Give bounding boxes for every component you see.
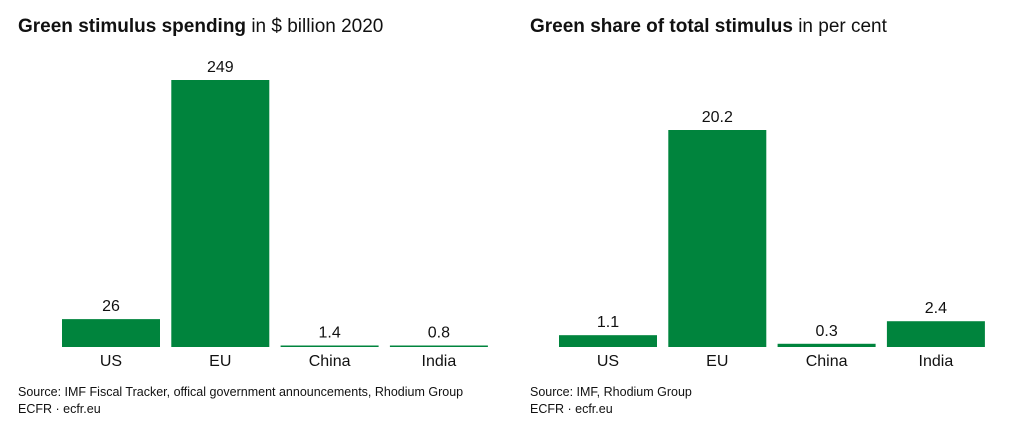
bar-china <box>280 345 379 347</box>
bar-china <box>777 343 876 347</box>
bar-chart-share: 1.1 US 20.2 EU 0.3 China 2.4 India <box>559 109 985 370</box>
credit-text: ECFR · ecfr.eu <box>530 402 613 416</box>
category-label: US <box>100 353 122 370</box>
bar-eu <box>171 80 270 347</box>
bar-chart-spending: 26 US 249 EU 1.4 China 0.8 India <box>62 59 488 370</box>
chart-source: Source: IMF Fiscal Tracker, offical gove… <box>18 384 463 418</box>
category-label: US <box>597 353 619 370</box>
data-label: 249 <box>207 59 234 76</box>
chart-panel-share: Green share of total stimulus in per cen… <box>512 0 1024 432</box>
category-label: China <box>309 353 351 370</box>
data-label: 0.3 <box>815 323 837 340</box>
category-label: India <box>919 353 954 370</box>
bar-us <box>559 335 657 347</box>
bar-india <box>389 345 488 347</box>
data-label: 0.8 <box>428 325 450 342</box>
data-label: 26 <box>102 298 120 315</box>
credit-text: ECFR · ecfr.eu <box>18 402 101 416</box>
chart-subtitle: in per cent <box>798 16 887 37</box>
chart-subtitle: in $ billion 2020 <box>251 16 384 37</box>
data-label: 20.2 <box>702 109 733 126</box>
bar-us <box>62 319 160 347</box>
chart-title: Green stimulus spending in $ billion 202… <box>18 16 383 38</box>
data-label: 1.1 <box>597 314 619 331</box>
chart-title-main: Green share of total stimulus <box>530 16 793 37</box>
data-label: 2.4 <box>925 300 947 317</box>
chart-source: Source: IMF, Rhodium Group ECFR · ecfr.e… <box>530 384 692 418</box>
chart-title-main: Green stimulus spending <box>18 16 247 37</box>
source-text: Source: IMF, Rhodium Group <box>530 385 692 399</box>
bar-india <box>886 321 985 347</box>
chart-title: Green share of total stimulus in per cen… <box>530 16 887 38</box>
category-label: China <box>806 353 848 370</box>
bar-eu <box>668 130 767 347</box>
source-text: Source: IMF Fiscal Tracker, offical gove… <box>18 385 464 399</box>
chart-panel-spending: Green stimulus spending in $ billion 202… <box>18 16 488 418</box>
data-label: 1.4 <box>318 324 340 341</box>
category-label: EU <box>706 353 728 370</box>
category-label: EU <box>209 353 231 370</box>
category-label: India <box>422 353 457 370</box>
